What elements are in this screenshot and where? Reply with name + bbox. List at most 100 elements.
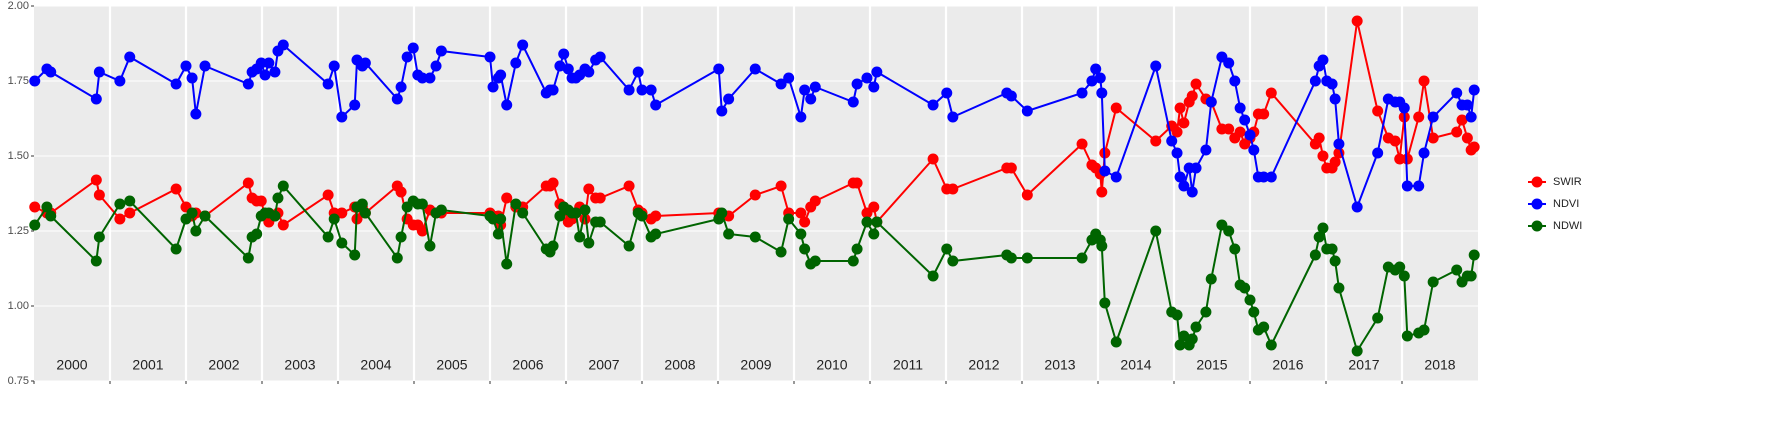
point	[1351, 201, 1363, 213]
point	[947, 255, 959, 267]
point	[1186, 90, 1198, 102]
point	[336, 237, 348, 249]
point	[1413, 111, 1425, 123]
x-tick-label: 2001	[132, 357, 163, 373]
point	[1166, 135, 1178, 147]
point	[1389, 135, 1401, 147]
point	[650, 210, 662, 222]
point	[570, 207, 582, 219]
point	[1461, 99, 1473, 111]
point	[1413, 180, 1425, 192]
point	[847, 255, 859, 267]
point	[495, 69, 507, 81]
point	[114, 198, 126, 210]
point	[1309, 249, 1321, 261]
point	[1265, 339, 1277, 351]
point	[868, 201, 880, 213]
point	[29, 75, 41, 87]
x-tick-label: 2011	[893, 357, 923, 373]
point	[1248, 306, 1260, 318]
point	[1265, 87, 1277, 99]
point	[574, 231, 586, 243]
point	[124, 51, 136, 63]
point	[1465, 111, 1477, 123]
point	[277, 180, 289, 192]
point	[632, 66, 644, 78]
x-tick-label: 2009	[740, 357, 771, 373]
point	[336, 207, 348, 219]
point	[1171, 147, 1183, 159]
point	[1110, 171, 1122, 183]
point	[1398, 270, 1410, 282]
point	[1427, 276, 1439, 288]
point	[407, 42, 419, 54]
point	[799, 216, 811, 228]
point	[1005, 252, 1017, 264]
point	[716, 105, 728, 117]
point	[1309, 75, 1321, 87]
point	[242, 252, 254, 264]
point	[424, 72, 436, 84]
point	[650, 228, 662, 240]
point	[1258, 321, 1270, 333]
point	[1021, 252, 1033, 264]
x-tick-label: 2005	[436, 357, 467, 373]
point	[1174, 339, 1186, 351]
point	[1178, 330, 1190, 342]
point	[510, 57, 522, 69]
point	[1096, 87, 1108, 99]
point	[1076, 87, 1088, 99]
point	[395, 81, 407, 93]
point	[636, 210, 648, 222]
point	[359, 57, 371, 69]
point	[775, 180, 787, 192]
x-tick-label: 2014	[1120, 357, 1151, 373]
point	[1244, 294, 1256, 306]
point	[328, 213, 340, 225]
point	[1205, 96, 1217, 108]
x-tick-label: 2003	[284, 357, 315, 373]
point	[517, 207, 529, 219]
point	[29, 201, 41, 213]
point	[1451, 87, 1463, 99]
point	[416, 72, 428, 84]
point	[1468, 249, 1480, 261]
point	[547, 240, 559, 252]
point	[927, 270, 939, 282]
point	[1150, 60, 1162, 72]
point	[636, 84, 648, 96]
point	[1186, 333, 1198, 345]
point	[45, 210, 57, 222]
point	[795, 111, 807, 123]
point	[1239, 282, 1251, 294]
point	[272, 192, 284, 204]
x-tick-label: 2008	[664, 357, 695, 373]
point	[1248, 144, 1260, 156]
point	[1171, 309, 1183, 321]
point	[1090, 63, 1102, 75]
point	[851, 177, 863, 189]
point	[492, 228, 504, 240]
legend-label: SWIR	[1553, 176, 1582, 188]
point	[775, 78, 787, 90]
point	[349, 99, 361, 111]
point	[749, 63, 761, 75]
point	[1468, 141, 1480, 153]
point	[547, 177, 559, 189]
point	[1150, 135, 1162, 147]
point	[190, 225, 202, 237]
point	[1317, 54, 1329, 66]
point	[269, 66, 281, 78]
point	[1234, 102, 1246, 114]
point	[1333, 138, 1345, 150]
point	[484, 51, 496, 63]
point	[1351, 345, 1363, 357]
point	[871, 66, 883, 78]
point	[861, 216, 873, 228]
point	[868, 81, 880, 93]
legend-label: NDWI	[1553, 220, 1582, 232]
point	[391, 252, 403, 264]
point	[336, 111, 348, 123]
point	[495, 213, 507, 225]
point	[805, 93, 817, 105]
